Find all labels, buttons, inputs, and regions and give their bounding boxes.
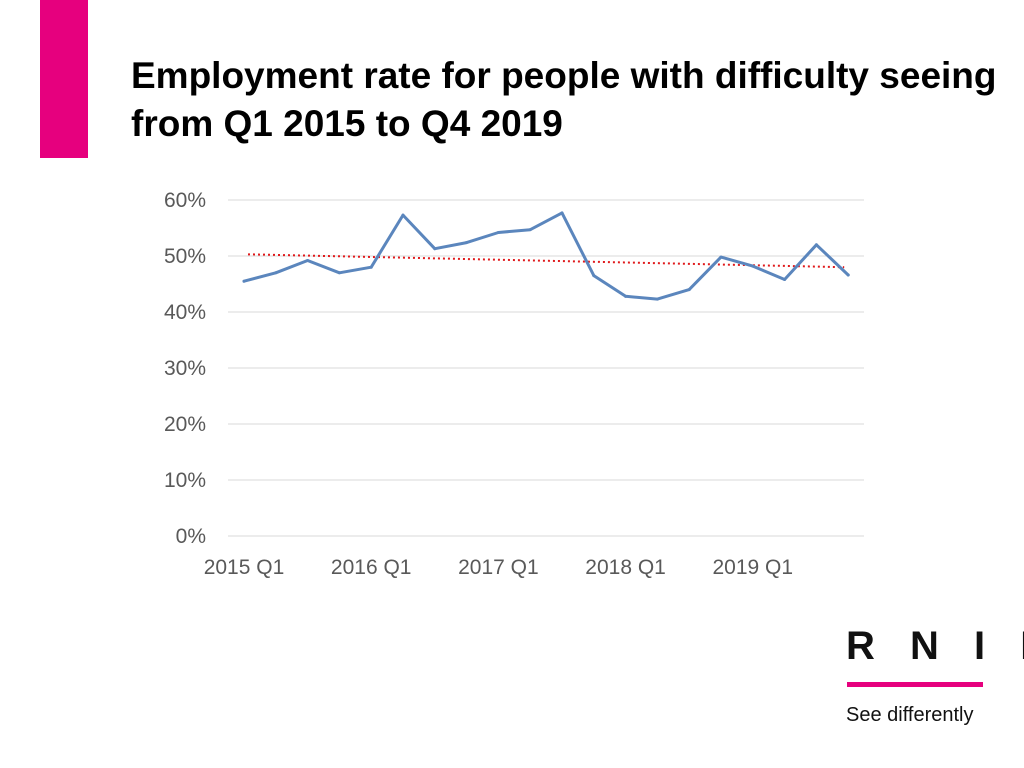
- data-point: [465, 241, 469, 245]
- logo-wordmark: R N I B: [846, 624, 1024, 668]
- data-point: [337, 271, 341, 275]
- data-point: [401, 213, 405, 217]
- y-tick-label: 40%: [164, 301, 206, 324]
- y-tick-label: 50%: [164, 245, 206, 268]
- series-group: [242, 211, 850, 301]
- data-point: [751, 264, 755, 268]
- y-tick-label: 20%: [164, 413, 206, 436]
- chart-title: Employment rate for people with difficul…: [131, 55, 997, 144]
- gridlines: [228, 199, 864, 537]
- data-point: [814, 243, 818, 247]
- data-point: [496, 230, 500, 234]
- data-point: [528, 228, 532, 232]
- y-axis-ticks: 0% 10% 20% 30% 40% 50% 60%: [164, 189, 206, 548]
- series-line: [242, 211, 850, 301]
- data-point: [592, 274, 596, 278]
- data-point: [687, 288, 691, 292]
- data-point: [719, 255, 723, 259]
- x-tick-label: 2018 Q1: [585, 556, 666, 579]
- y-tick-label: 10%: [164, 469, 206, 492]
- x-tick-label: 2019 Q1: [713, 556, 794, 579]
- line-chart: 0% 10% 20% 30% 40% 50% 60% 2015 Q1 2016 Q1 2017 …: [164, 189, 864, 579]
- data-point: [624, 294, 628, 298]
- y-tick-label: 0%: [176, 525, 206, 548]
- x-tick-label: 2016 Q1: [331, 556, 412, 579]
- data-point: [306, 258, 310, 262]
- data-point: [655, 297, 659, 301]
- x-tick-label: 2015 Q1: [204, 556, 285, 579]
- data-point: [242, 279, 246, 283]
- data-point: [783, 278, 787, 282]
- y-tick-label: 60%: [164, 189, 206, 212]
- x-tick-label: 2017 Q1: [458, 556, 539, 579]
- x-axis-ticks: 2015 Q1 2016 Q1 2017 Q1 2018 Q1 2019 Q1: [204, 556, 793, 579]
- data-point: [560, 211, 564, 215]
- logo-tagline: See differently: [846, 704, 974, 726]
- data-point: [274, 271, 278, 275]
- accent-bar: [40, 0, 88, 158]
- data-point: [433, 247, 437, 251]
- logo-underline: [847, 682, 983, 687]
- y-tick-label: 30%: [164, 357, 206, 380]
- data-point: [369, 265, 373, 269]
- data-point: [846, 273, 850, 277]
- rnib-logo: R N I B See differently: [838, 620, 1024, 740]
